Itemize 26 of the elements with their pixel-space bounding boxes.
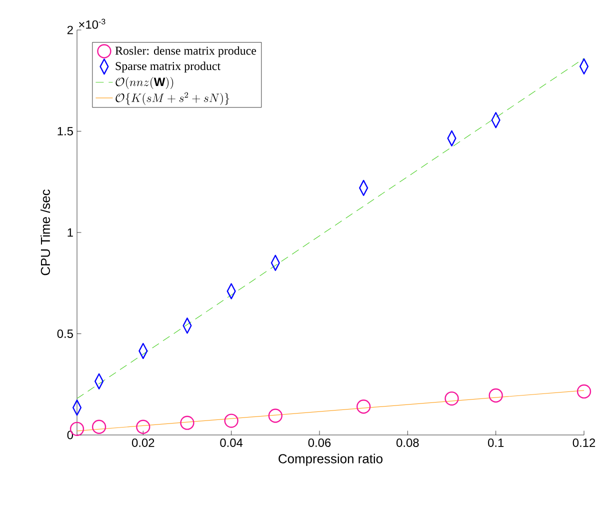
point bbox=[268, 408, 282, 423]
y-tick-label: 1.5 bbox=[58, 127, 73, 136]
point bbox=[136, 420, 150, 434]
point bbox=[92, 420, 106, 434]
x-tick-label: 0.06 bbox=[308, 438, 331, 447]
y-axis-title: CPU Time /sec bbox=[40, 190, 50, 276]
point bbox=[356, 400, 371, 414]
point bbox=[576, 384, 592, 399]
point bbox=[444, 391, 459, 406]
legend-label: Sparse matrix product bbox=[116, 62, 221, 73]
point bbox=[488, 388, 503, 403]
x-tick-label: 0.02 bbox=[132, 438, 154, 447]
point bbox=[224, 414, 238, 428]
legend-label: $\mathcal{O}\{K(sM+s^2+sN)\}$ bbox=[116, 92, 230, 105]
y-tick-label: 2 bbox=[67, 26, 73, 34]
point bbox=[180, 416, 194, 430]
legend-label: Rosler: dense matrix produce bbox=[115, 46, 256, 58]
y-tick-label: 1 bbox=[68, 228, 73, 237]
x-axis-title: Compression ratio bbox=[278, 454, 382, 466]
y-tick-label: 0.5 bbox=[57, 330, 73, 338]
x-tick-label: 0.12 bbox=[572, 438, 596, 447]
x-tick-label: 0.04 bbox=[220, 438, 243, 447]
x-tick-label: 0.1 bbox=[488, 438, 504, 447]
text: ×10$^{-3}$ bbox=[79, 18, 106, 29]
legend-label: $\mathcal{O}(nnz(\mathbf{W}))$ bbox=[116, 77, 174, 89]
x-tick-label: 0.08 bbox=[396, 438, 419, 447]
